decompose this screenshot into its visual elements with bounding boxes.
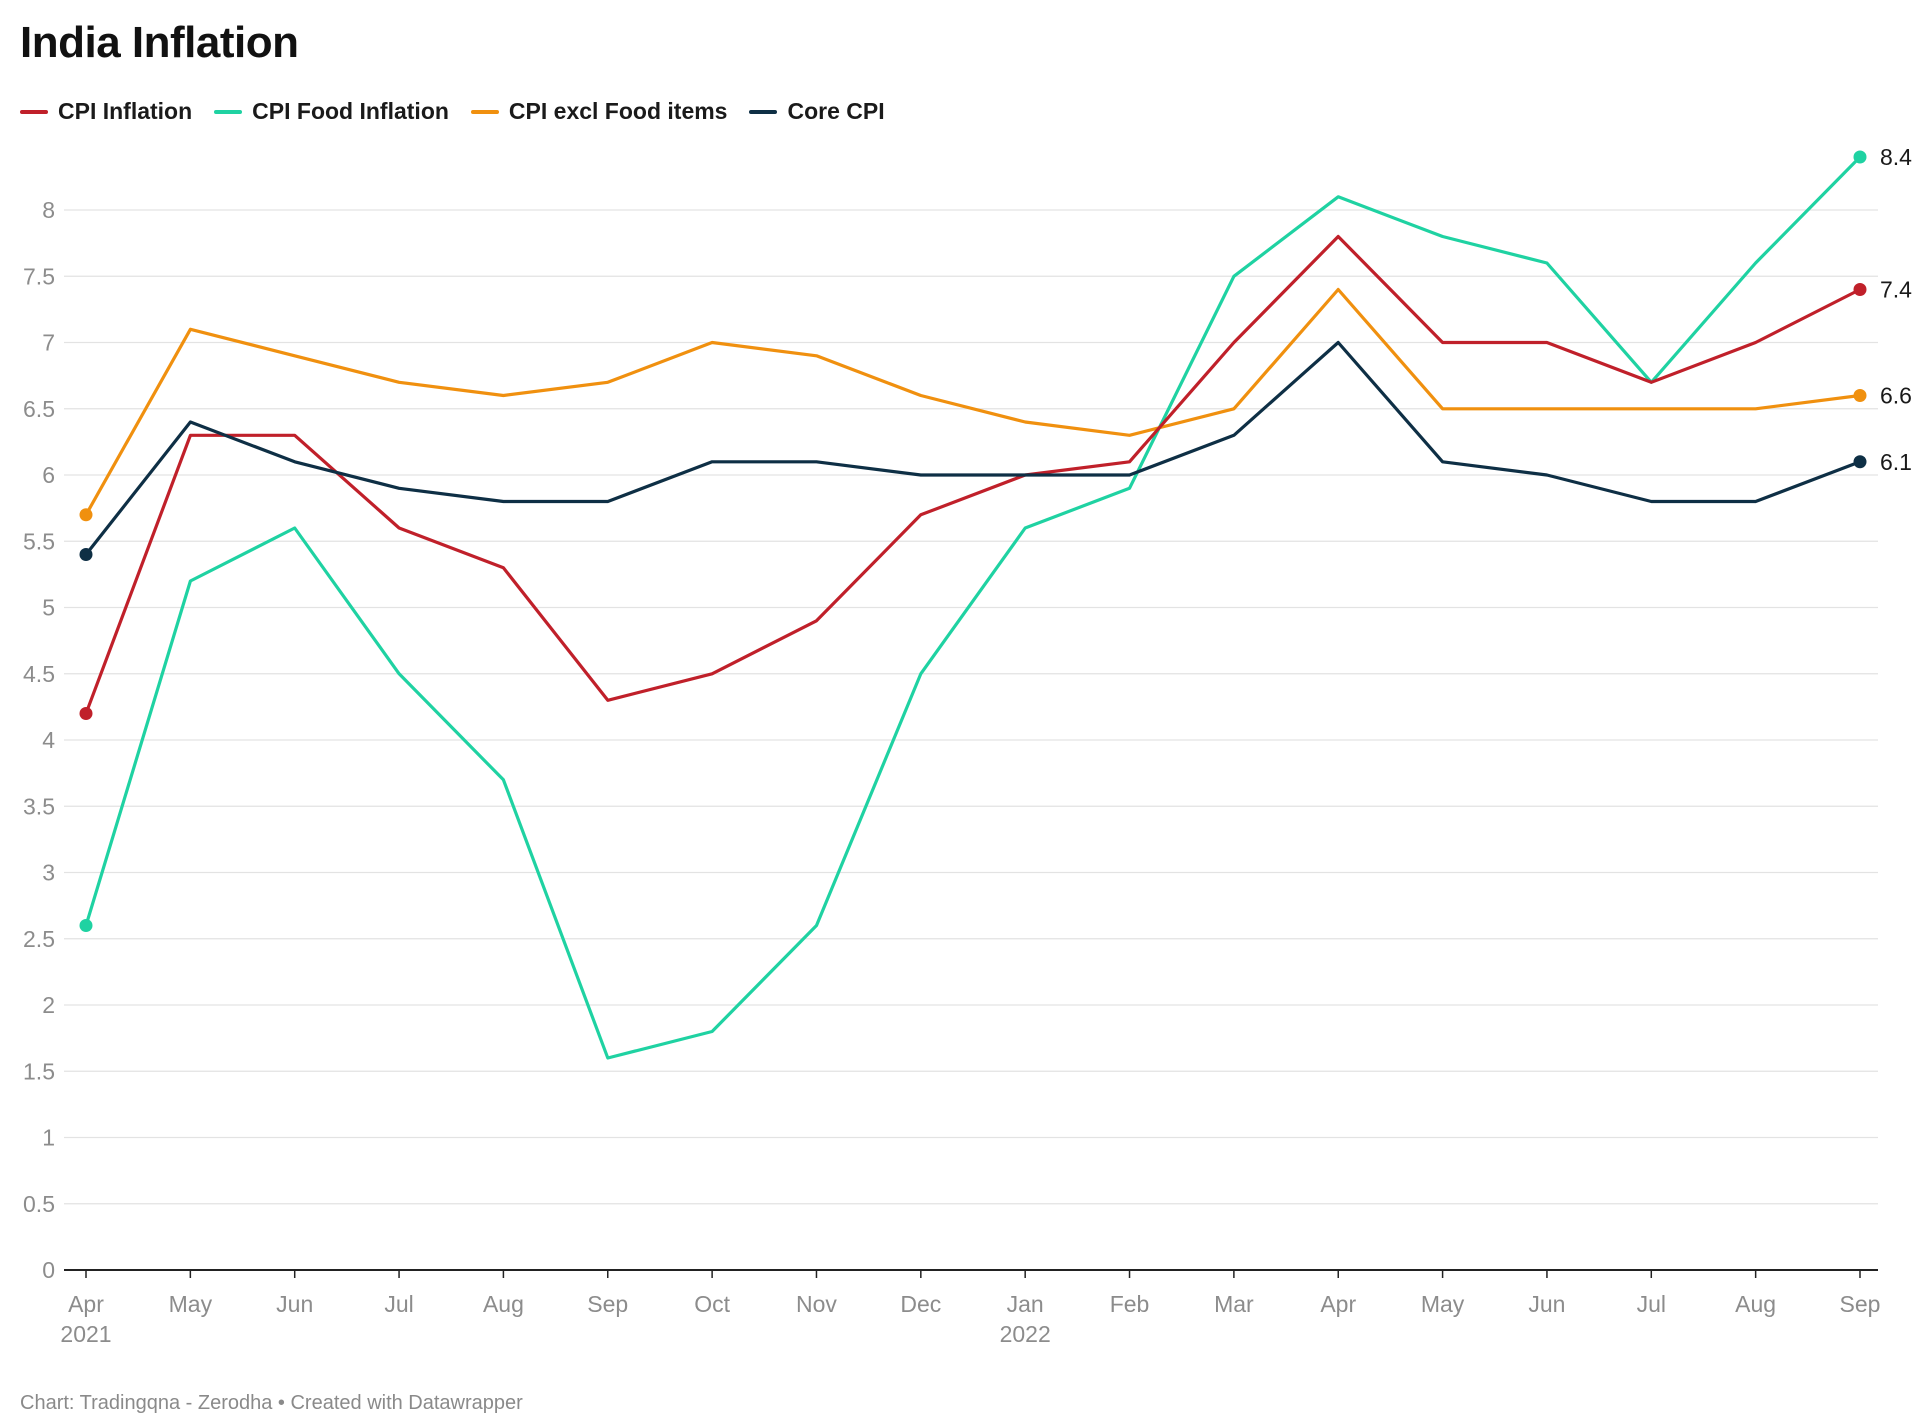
x-tick-label: Dec — [900, 1291, 941, 1317]
y-tick-label: 6 — [42, 462, 55, 488]
x-tick-label: Feb — [1110, 1291, 1150, 1317]
x-tick-label: May — [169, 1291, 213, 1317]
chart-footer: Chart: Tradingqna - Zerodha • Created wi… — [20, 1392, 523, 1414]
legend-swatch — [749, 109, 778, 114]
end-value-label: 6.6 — [1880, 383, 1912, 409]
y-tick-label: 3.5 — [23, 793, 55, 819]
x-tick-label: Oct — [694, 1291, 730, 1317]
legend-label: CPI excl Food items — [508, 98, 728, 124]
y-tick-label: 8 — [42, 197, 55, 223]
y-tick-label: 5.5 — [23, 528, 55, 554]
series-line — [84, 287, 1862, 517]
series-line — [84, 340, 1862, 557]
x-tick-label: Jun — [1528, 1291, 1565, 1317]
end-value-label: 8.4 — [1880, 144, 1912, 170]
y-tick-label: 3 — [42, 860, 55, 886]
y-tick-label: 4.5 — [23, 661, 55, 687]
legend-item-cpi-inflation: CPI Inflation — [20, 98, 192, 125]
end-point — [1853, 389, 1867, 402]
x-tick-label: Sep — [1840, 1291, 1881, 1317]
y-tick-label: 1 — [42, 1125, 55, 1151]
legend-label: CPI Inflation — [58, 98, 193, 124]
x-year-label: 2021 — [60, 1321, 111, 1347]
label-layer: 7.4 8.4 6.6 6.1 — [1880, 144, 1912, 475]
x-tick-label: Jun — [276, 1291, 313, 1317]
end-point — [1853, 150, 1867, 164]
x-tick-label: Jan — [1007, 1291, 1044, 1317]
x-tick-label: Sep — [587, 1291, 628, 1317]
x-tick-label: Nov — [796, 1291, 837, 1317]
y-tick-label: 4 — [42, 727, 55, 753]
start-point — [79, 508, 93, 522]
end-value-label: 6.1 — [1880, 449, 1912, 475]
axis-layer: 0 0.5 1 1.5 2 2.5 3 3.5 4 4.5 5 5.5 6 6.5 7 7.5 8 Apr 2021… — [23, 197, 1880, 1347]
y-tick-label: 7.5 — [23, 263, 55, 289]
x-tick-label: Aug — [1735, 1291, 1776, 1317]
series-layer — [79, 150, 1867, 1060]
series-line — [84, 155, 1862, 1060]
x-tick-label: Aug — [483, 1291, 524, 1317]
y-tick-label: 2.5 — [23, 926, 55, 952]
y-tick-label: 7 — [42, 330, 55, 356]
x-tick-label: Apr — [68, 1291, 104, 1317]
legend: CPI Inflation CPI Food Inflation CPI exc… — [20, 98, 885, 125]
x-tick-label: Jul — [1637, 1291, 1666, 1317]
legend-swatch — [20, 109, 48, 114]
start-point — [79, 707, 93, 720]
y-tick-label: 0.5 — [23, 1191, 55, 1217]
y-tick-label: 0 — [42, 1257, 55, 1283]
y-tick-label: 1.5 — [23, 1058, 55, 1084]
end-value-label: 7.4 — [1880, 277, 1912, 303]
series-line — [84, 234, 1862, 716]
x-year-label: 2022 — [1000, 1321, 1051, 1347]
x-tick-label: May — [1421, 1291, 1465, 1317]
chart-title: India Inflation — [20, 18, 299, 67]
x-tick-label: Mar — [1214, 1291, 1254, 1317]
end-point — [1853, 455, 1867, 469]
y-tick-label: 5 — [42, 595, 55, 621]
legend-item-cpi-food-inflation: CPI Food Inflation — [214, 98, 449, 125]
start-point — [79, 919, 93, 932]
legend-label: Core CPI — [787, 98, 885, 124]
end-point — [1853, 283, 1867, 296]
legend-item-cpi-excl-food: CPI excl Food items — [470, 98, 728, 125]
legend-swatch — [470, 109, 499, 114]
y-tick-label: 6.5 — [23, 396, 55, 422]
legend-label: CPI Food Inflation — [252, 98, 449, 124]
legend-item-core-cpi: Core CPI — [749, 98, 885, 125]
start-point — [79, 548, 93, 561]
x-tick-label: Apr — [1320, 1291, 1356, 1317]
grid-layer — [64, 209, 1878, 1205]
y-tick-label: 2 — [42, 992, 55, 1018]
legend-swatch — [214, 109, 243, 114]
x-tick-label: Jul — [384, 1291, 413, 1317]
